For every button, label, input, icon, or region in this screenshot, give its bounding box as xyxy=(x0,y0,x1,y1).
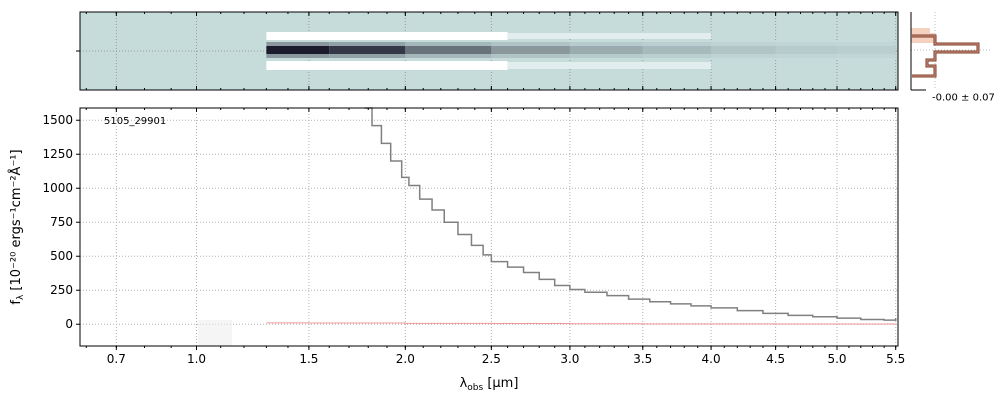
x-tick-label: 2.5 xyxy=(482,352,501,366)
trace-halo-upper xyxy=(642,42,712,46)
object-id-annotation: 5105_29901 xyxy=(104,116,166,127)
spectrum-1d-background xyxy=(80,108,898,346)
x-tick-label: 3.5 xyxy=(633,352,652,366)
y-tick-label: 250 xyxy=(50,283,73,297)
trace-halo-lower xyxy=(491,54,570,58)
trace-segment xyxy=(329,46,406,54)
trace-halo-upper xyxy=(775,42,838,46)
trace-halo-upper xyxy=(266,42,330,46)
spectrum-1d-ticks xyxy=(76,108,897,350)
x-tick-label: 5.5 xyxy=(886,352,905,366)
trace-halo-upper xyxy=(491,42,570,46)
trace-halo-upper xyxy=(837,42,896,46)
x-tick-label: 5.0 xyxy=(827,352,846,366)
profile-model-line xyxy=(912,35,979,77)
spectrum-2d-panel xyxy=(76,11,899,91)
y-tick-label: 1500 xyxy=(42,113,73,127)
trace-halo-lower xyxy=(775,54,838,58)
y-tick-label: 0 xyxy=(65,317,73,331)
x-tick-label: 3.0 xyxy=(560,352,579,366)
y-axis-label: fλ [10⁻²⁰ ergs⁻¹cm⁻²Å⁻¹] xyxy=(8,149,26,304)
spectrum-1d-panel: 0.7 1.0 1.5 2.0 2.5 3.0 3.5 4.0 4.5 5.0 5.5 0 250 500… xyxy=(8,107,905,393)
x-tick-label: 0.7 xyxy=(107,352,126,366)
x-tick-label: 4.5 xyxy=(766,352,785,366)
x-tick-label: 2.0 xyxy=(396,352,415,366)
spectrum-2d-trace xyxy=(266,32,896,70)
spectrum-1d-tick-labels: 0.7 1.0 1.5 2.0 2.5 3.0 3.5 4.0 4.5 5.0 5.5 0 250 500… xyxy=(42,113,905,366)
x-axis-label: λobs [μm] xyxy=(460,376,519,393)
trace-band-lower-fade xyxy=(507,62,712,69)
trace-band-upper-fade xyxy=(507,33,712,39)
profile-label: -0.00 ± 0.07 xyxy=(932,92,995,103)
model-line xyxy=(266,322,896,325)
x-tick-label: 1.5 xyxy=(299,352,318,366)
trace-segment xyxy=(491,46,570,54)
spectrum-1d-series xyxy=(266,107,897,325)
masked-region-shade xyxy=(198,320,232,346)
trace-halo-lower xyxy=(266,54,330,58)
trace-halo-lower xyxy=(405,54,492,58)
trace-band-upper xyxy=(266,32,508,40)
profile-panel: -0.00 ± 0.07 xyxy=(910,12,995,103)
y-tick-label: 1000 xyxy=(42,181,73,195)
trace-segment xyxy=(837,46,896,54)
trace-segment xyxy=(711,46,776,54)
trace-halo-lower xyxy=(329,54,406,58)
x-tick-label: 4.0 xyxy=(702,352,721,366)
trace-halo-upper xyxy=(329,42,406,46)
trace-halo-lower xyxy=(642,54,712,58)
trace-segment xyxy=(569,46,643,54)
trace-segment xyxy=(775,46,838,54)
trace-segment xyxy=(266,46,330,54)
trace-halo-lower xyxy=(569,54,643,58)
y-tick-label: 750 xyxy=(50,215,73,229)
trace-halo-lower xyxy=(711,54,776,58)
trace-halo-upper xyxy=(711,42,776,46)
trace-halo-lower xyxy=(837,54,896,58)
trace-segment xyxy=(405,46,492,54)
spectrum-1d-frame xyxy=(79,107,899,347)
trace-segment xyxy=(642,46,712,54)
spectrum-1d-grid xyxy=(80,108,898,346)
y-tick-label: 500 xyxy=(50,249,73,263)
y-tick-label: 1250 xyxy=(42,147,73,161)
trace-halo-upper xyxy=(405,42,492,46)
x-tick-label: 1.0 xyxy=(187,352,206,366)
flux-line xyxy=(364,107,897,321)
trace-halo-upper xyxy=(569,42,643,46)
spectrum-2d-ticks xyxy=(76,12,897,90)
trace-band-lower xyxy=(266,61,508,70)
